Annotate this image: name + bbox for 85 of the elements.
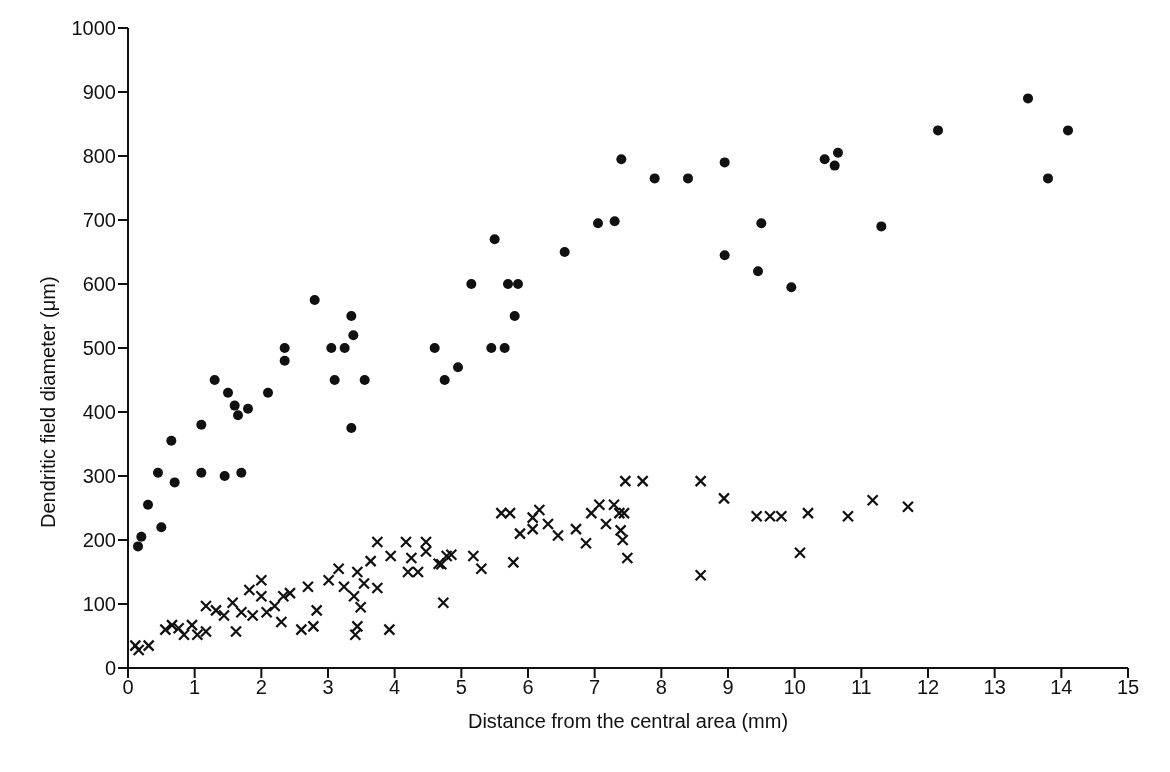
point [346, 423, 357, 433]
point [156, 522, 167, 533]
point [279, 355, 290, 366]
point [593, 218, 603, 229]
point [236, 467, 247, 478]
point [153, 467, 163, 478]
point [223, 387, 233, 398]
point [486, 343, 497, 353]
x-tick-label: 0 [122, 676, 134, 699]
x-tick-label: 3 [322, 676, 334, 699]
point [348, 330, 359, 341]
point [753, 266, 763, 277]
point [233, 410, 243, 421]
point [499, 343, 510, 353]
point [439, 375, 450, 385]
x-tick-label: 15 [1116, 676, 1140, 699]
y-tick-label: 1000 [71, 17, 116, 40]
point [196, 467, 207, 478]
point [166, 435, 177, 446]
x-tick-label: 8 [655, 676, 667, 699]
point [559, 247, 570, 257]
y-tick-label: 900 [82, 81, 116, 104]
point [1043, 173, 1053, 184]
point [346, 311, 357, 321]
point [219, 471, 230, 481]
x-tick-label: 10 [783, 676, 806, 699]
point [829, 160, 840, 171]
point [136, 531, 147, 542]
point [719, 250, 730, 261]
x-tick-label: 12 [916, 676, 940, 699]
point [453, 362, 463, 373]
x-tick-label: 5 [455, 676, 467, 699]
point [279, 343, 290, 353]
point [509, 311, 520, 321]
point [1023, 93, 1033, 104]
x-tick-label: 4 [389, 676, 401, 699]
y-tick-label: 300 [82, 465, 116, 488]
point [466, 279, 477, 289]
x-tick-label: 13 [983, 676, 1006, 699]
point [833, 147, 843, 158]
point [719, 157, 730, 168]
point [429, 343, 440, 353]
y-tick-label: 700 [82, 209, 116, 232]
point [756, 218, 767, 229]
point [933, 125, 943, 136]
x-tick-label: 1 [189, 676, 201, 699]
point [876, 221, 887, 232]
point [609, 216, 620, 227]
point [133, 541, 143, 552]
y-tick-label: 400 [82, 401, 116, 424]
point [616, 154, 627, 165]
x-tick-label: 7 [589, 676, 601, 699]
point [359, 375, 370, 385]
x-tick-label: 14 [1050, 676, 1073, 699]
point [503, 279, 513, 289]
x-tick-label: 2 [255, 676, 267, 699]
x-tick-label: 9 [722, 676, 734, 699]
point [329, 375, 340, 385]
point [489, 234, 500, 245]
y-axis-title: Dendritic field diameter (μm) [37, 276, 60, 528]
point [196, 419, 207, 430]
point [1063, 125, 1073, 136]
y-tick-label: 500 [82, 337, 116, 360]
y-tick-label: 200 [82, 529, 116, 552]
point [169, 477, 180, 488]
y-tick-label: 100 [82, 593, 116, 616]
point [513, 279, 523, 289]
point [209, 375, 220, 385]
x-axis-title: Distance from the central area (mm) [467, 710, 789, 732]
y-tick-label: 0 [104, 657, 116, 680]
x-tick-label: 11 [850, 676, 872, 699]
point [339, 343, 350, 353]
point [683, 173, 693, 184]
point [229, 400, 240, 411]
point [263, 387, 273, 398]
point [786, 282, 797, 293]
point [819, 154, 830, 165]
point [243, 403, 253, 414]
x-tick-label: 6 [522, 676, 534, 699]
point [326, 343, 337, 353]
y-tick-label: 600 [82, 273, 116, 296]
point [309, 295, 320, 305]
point [143, 499, 153, 510]
point [649, 173, 660, 184]
y-tick-label: 800 [82, 145, 116, 168]
